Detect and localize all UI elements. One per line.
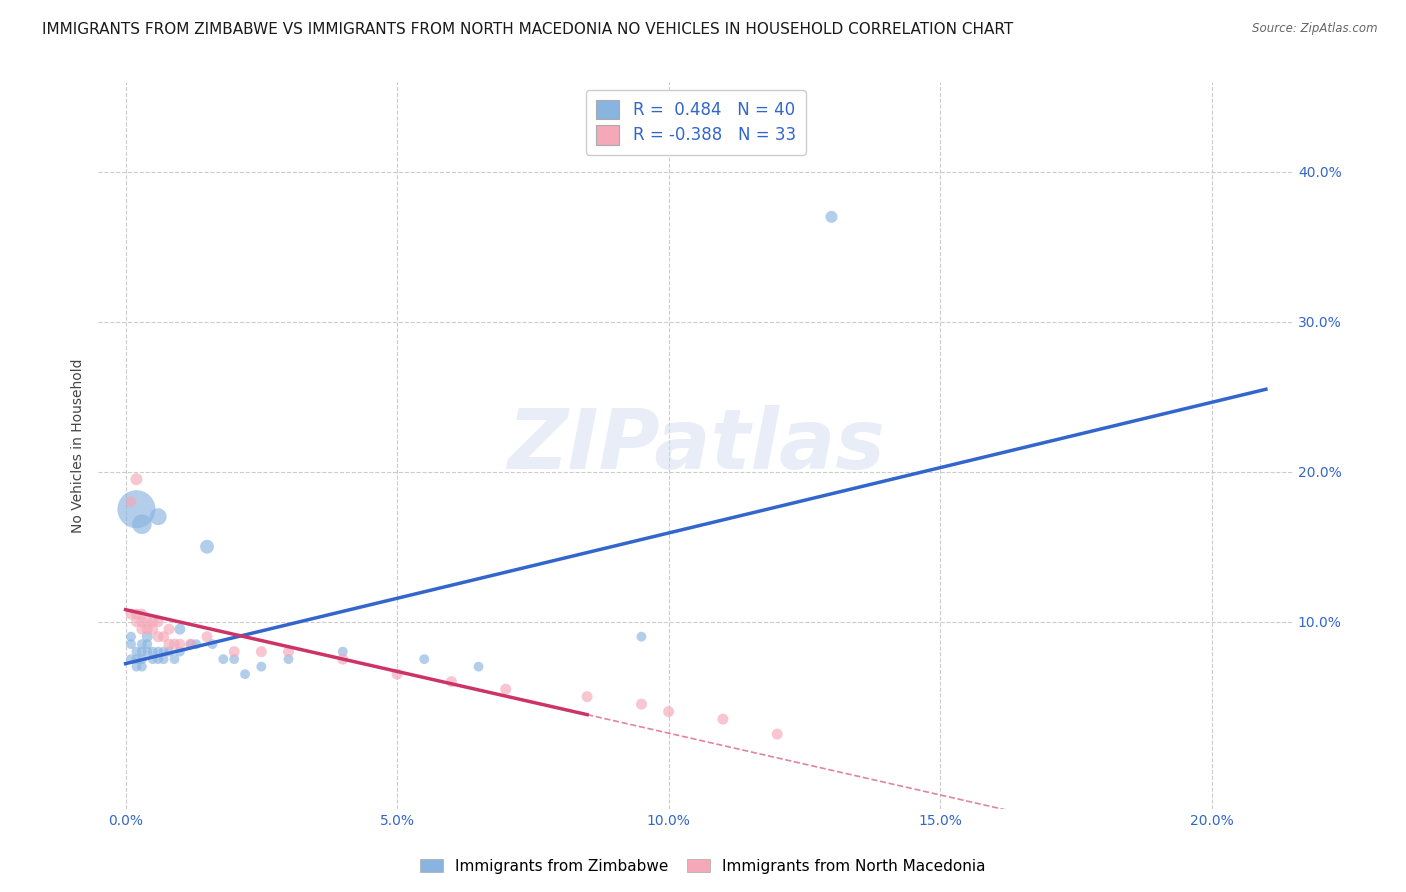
Point (125, 659, 148, 673)
Point (224, 645, 246, 659)
Point (630, 697, 652, 711)
Point (142, 622, 165, 636)
Point (142, 615, 165, 629)
Point (250, 645, 273, 659)
Point (125, 472, 148, 486)
Point (169, 622, 191, 636)
Point (125, 615, 148, 629)
Point (495, 682, 517, 697)
Point (169, 637, 191, 651)
Text: IMMIGRANTS FROM ZIMBABWE VS IMMIGRANTS FROM NORTH MACEDONIA NO VEHICLES IN HOUSE: IMMIGRANTS FROM ZIMBABWE VS IMMIGRANTS F… (42, 22, 1014, 37)
Point (163, 652, 186, 666)
Point (212, 652, 235, 666)
Point (820, 210, 842, 224)
Text: Source: ZipAtlas.com: Source: ZipAtlas.com (1253, 22, 1378, 36)
Point (180, 637, 202, 651)
Point (658, 705, 681, 719)
Point (152, 652, 174, 666)
Point (120, 607, 142, 622)
Point (136, 622, 159, 636)
Point (120, 652, 142, 666)
Point (157, 645, 180, 659)
Point (146, 509, 169, 524)
Point (131, 652, 153, 666)
Point (332, 652, 354, 666)
Point (125, 502, 148, 516)
Point (186, 637, 208, 651)
Point (146, 630, 169, 644)
Point (131, 517, 153, 532)
Point (120, 494, 142, 508)
Point (467, 659, 489, 673)
Point (131, 615, 153, 629)
Point (224, 652, 246, 666)
Point (250, 659, 273, 673)
Point (277, 652, 299, 666)
Point (195, 540, 218, 554)
Point (131, 637, 153, 651)
Point (385, 667, 408, 681)
Point (413, 652, 436, 666)
Point (136, 615, 159, 629)
Point (146, 615, 169, 629)
Point (157, 622, 180, 636)
Point (131, 645, 153, 659)
Point (142, 645, 165, 659)
Point (152, 645, 174, 659)
Point (125, 607, 148, 622)
Point (277, 645, 299, 659)
Point (136, 637, 159, 651)
Y-axis label: No Vehicles in Household: No Vehicles in Household (72, 359, 86, 533)
Point (131, 607, 153, 622)
Point (163, 637, 186, 651)
Point (136, 645, 159, 659)
Point (157, 637, 180, 651)
Point (169, 645, 191, 659)
Point (125, 652, 148, 666)
Point (125, 645, 148, 659)
Point (131, 659, 153, 673)
Legend: R =  0.484   N = 40, R = -0.388   N = 33: R = 0.484 N = 40, R = -0.388 N = 33 (586, 90, 806, 154)
Point (576, 690, 599, 704)
Point (120, 630, 142, 644)
Point (142, 652, 165, 666)
Point (136, 630, 159, 644)
Point (766, 727, 789, 741)
Legend: Immigrants from Zimbabwe, Immigrants from North Macedonia: Immigrants from Zimbabwe, Immigrants fro… (415, 853, 991, 880)
Text: ZIPatlas: ZIPatlas (506, 405, 884, 486)
Point (711, 712, 734, 726)
Point (146, 645, 169, 659)
Point (440, 674, 463, 689)
Point (152, 630, 174, 644)
Point (131, 622, 153, 636)
Point (195, 630, 218, 644)
Point (146, 652, 169, 666)
Point (332, 645, 354, 659)
Point (180, 637, 202, 651)
Point (630, 630, 652, 644)
Point (120, 637, 142, 651)
Point (201, 637, 224, 651)
Point (233, 667, 256, 681)
